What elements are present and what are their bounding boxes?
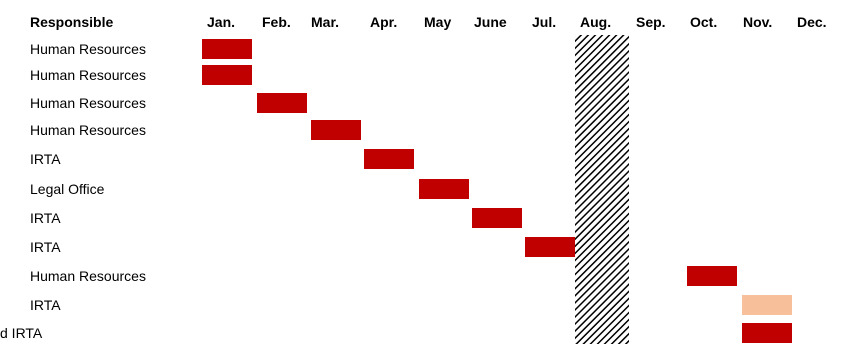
row-label: Human Resources (30, 41, 146, 57)
row-label: IRTA (30, 151, 61, 167)
task-bar (742, 323, 792, 343)
month-label: Aug. (580, 14, 611, 30)
task-bar (525, 237, 575, 257)
task-bar (364, 149, 414, 169)
month-label: Apr. (370, 14, 397, 30)
row-label: IRTA (30, 297, 61, 313)
responsible-header: Responsible (30, 14, 113, 30)
task-bar (742, 295, 792, 315)
month-label: Dec. (797, 14, 827, 30)
month-label: June (474, 14, 507, 30)
month-label: Oct. (690, 14, 717, 30)
row-label: Human Resources (30, 122, 146, 138)
month-label: Sep. (636, 14, 666, 30)
task-bar (687, 266, 737, 286)
task-bar (419, 179, 469, 199)
month-label: Jan. (207, 14, 235, 30)
month-label: Mar. (311, 14, 339, 30)
month-label: Nov. (743, 14, 772, 30)
task-rows: Human Resources Human Resources Human Reso… (0, 39, 792, 343)
row-label: IRTA (30, 239, 61, 255)
row-label: d IRTA (0, 325, 43, 341)
task-bar (202, 39, 252, 59)
shaded-month-column (575, 35, 629, 344)
row-label: Human Resources (30, 268, 146, 284)
month-label: May (424, 14, 451, 30)
row-label: Human Resources (30, 95, 146, 111)
task-bar (472, 208, 522, 228)
month-label: Feb. (262, 14, 291, 30)
month-headers: Jan. Feb. Mar. Apr. May June Jul. Aug. Sep. Oct. N… (207, 14, 827, 30)
row-label: Human Resources (30, 67, 146, 83)
row-label: IRTA (30, 210, 61, 226)
task-bar (257, 93, 307, 113)
shaded-month-hatch (575, 35, 629, 344)
task-bar (202, 65, 252, 85)
row-label: Legal Office (30, 181, 105, 197)
month-label: Jul. (532, 14, 556, 30)
task-bar (311, 120, 361, 140)
